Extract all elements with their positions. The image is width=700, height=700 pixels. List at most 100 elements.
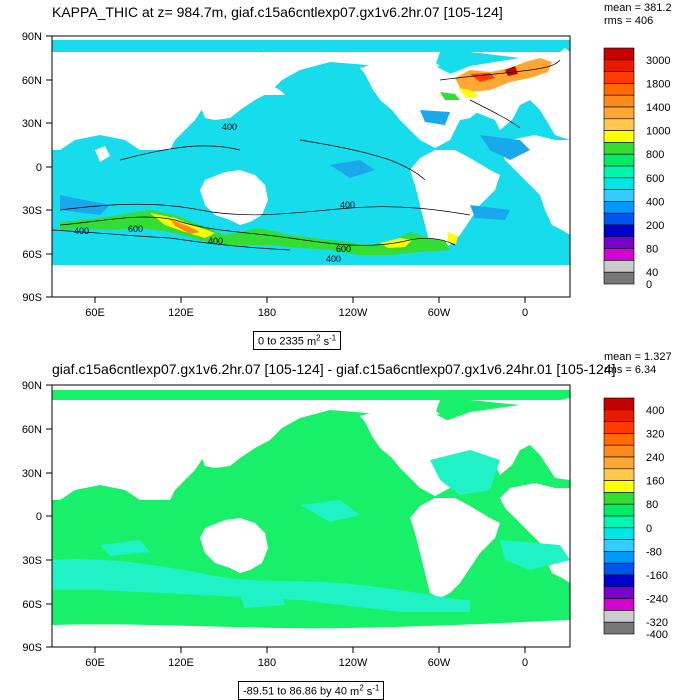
colorbar-label: -400 [646, 629, 668, 641]
colorbar-swatch [603, 527, 635, 540]
colorbar-swatch [603, 539, 635, 552]
colorbar-swatch [603, 248, 635, 261]
panel1-lon-label: 180 [258, 307, 276, 319]
colorbar-swatch [603, 260, 635, 273]
contour-label: 400 [222, 122, 237, 132]
panel1-land-antarctica [52, 265, 570, 297]
colorbar-swatch [603, 492, 635, 505]
panel1-land-australia [200, 170, 268, 225]
panel2-lon-label: 60E [85, 657, 105, 669]
panel1-ticks [46, 35, 526, 303]
panel2-map [52, 385, 570, 647]
contour-label: 400 [208, 236, 223, 246]
panel2-units: m2 s-1 [350, 683, 380, 698]
colorbar-swatch [603, 480, 635, 493]
colorbar-label: 40 [646, 267, 658, 279]
colorbar-label: 600 [646, 173, 664, 185]
colorbar-swatch [603, 271, 635, 285]
contour-label: 600 [128, 224, 143, 234]
panel1-map: 400 400 400 600 400 600 400 [52, 36, 570, 297]
panel2-land-australia [200, 518, 268, 573]
panel1-lat-label: 30N [22, 118, 42, 130]
panel2-land-eurasia [52, 398, 570, 500]
contour-label: 400 [74, 226, 89, 236]
colorbar-label: 3000 [646, 55, 670, 67]
panel2-lon-label: 120E [168, 657, 194, 669]
panel2-lat-label: 30N [22, 468, 42, 480]
colorbar-swatch [603, 586, 635, 599]
colorbar-label: 1000 [646, 126, 670, 138]
colorbar-swatch [603, 118, 635, 131]
panel1-lat-label: 60S [22, 249, 42, 261]
panel1-land-asia-east [200, 52, 440, 120]
panel1-lon-label: 120E [168, 307, 194, 319]
panel1-rms: rms = 406 [604, 15, 654, 27]
panel1-lat-label: 0 [36, 162, 42, 174]
colorbar-swatch [603, 236, 635, 249]
panel2-colorbar [603, 397, 635, 635]
colorbar-label: 80 [646, 499, 658, 511]
colorbar-label: 1800 [646, 78, 670, 90]
colorbar-label: -320 [646, 617, 668, 629]
colorbar-label: 1400 [646, 102, 670, 114]
panel1-units: m2 s-1 [306, 333, 337, 348]
colorbar-swatch [603, 515, 635, 529]
panel1-land-namerica [360, 52, 480, 148]
panel1-lon-label: 120W [339, 307, 368, 319]
panel2-lat-label: 30S [22, 555, 42, 567]
panel2-mean: mean = 1.327 [604, 351, 672, 363]
panel1-land-africa [500, 135, 570, 235]
colorbar-swatch [603, 503, 635, 517]
colorbar-swatch [603, 610, 635, 623]
colorbar-swatch [603, 189, 635, 202]
colorbar-label: 320 [646, 428, 664, 440]
colorbar-swatch [603, 444, 635, 458]
colorbar-swatch [603, 421, 635, 434]
panel2-land-samerica [410, 498, 500, 598]
colorbar-swatch [603, 551, 635, 564]
colorbar-swatch [603, 212, 635, 226]
panel1-lon-label: 60W [428, 307, 451, 319]
colorbar-swatch [603, 562, 635, 576]
colorbar-label: 0 [646, 523, 652, 535]
panel2-land-asia-east [200, 400, 440, 468]
panel1-lon-label: 0 [522, 307, 528, 319]
panel2-lon-label: 60W [428, 657, 451, 669]
colorbar-label: 400 [646, 405, 664, 417]
colorbar-label: 240 [646, 452, 664, 464]
panel1-lon-label: 60E [85, 307, 105, 319]
panel2-lat-label: 90S [22, 642, 42, 654]
colorbar-swatch [603, 598, 635, 611]
panel2-lat-label: 90N [22, 380, 42, 392]
colorbar-swatch [603, 409, 635, 422]
colorbar-swatch [603, 130, 635, 143]
colorbar-label: 200 [646, 220, 664, 232]
colorbar-swatch [603, 59, 635, 72]
colorbar-swatch [603, 153, 635, 167]
colorbar-swatch [603, 94, 635, 108]
colorbar-label: 0 [646, 279, 652, 291]
panel1-range-text: 0 to 2335 [258, 335, 304, 348]
colorbar-swatch [603, 433, 635, 446]
colorbar-swatch [603, 201, 635, 214]
colorbar-swatch [603, 165, 635, 179]
colorbar-swatch [603, 83, 635, 96]
panel2-range-box: -89.51 to 86.86 by 40 m2 s-1 [238, 681, 385, 700]
colorbar-label: 400 [646, 196, 664, 208]
panel1-lat-label: 90S [22, 292, 42, 304]
panel2-lat-label: 60N [22, 424, 42, 436]
panel1-land-eurasia [52, 48, 570, 150]
colorbar-swatch [603, 397, 635, 411]
panel1-title: KAPPA_THIC at z= 984.7m, giaf.c15a6cntle… [52, 4, 503, 20]
colorbar-swatch [603, 142, 635, 155]
colorbar-swatch [603, 468, 635, 481]
panel2-lon-label: 120W [339, 657, 368, 669]
panel1-land-samerica [410, 150, 500, 250]
colorbar-swatch [603, 224, 635, 238]
contour-label: 400 [326, 254, 341, 264]
colorbar-swatch [603, 621, 635, 635]
colorbar-swatch [603, 456, 635, 470]
colorbar-swatch [603, 106, 635, 120]
panel2-lon-label: 0 [522, 657, 528, 669]
